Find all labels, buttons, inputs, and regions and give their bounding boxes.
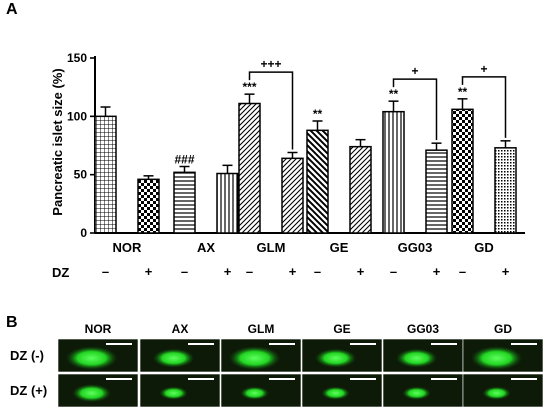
bar-ge-dz-minus	[306, 129, 329, 234]
dz-plus-marker: +	[224, 264, 232, 279]
dz-plus-marker: +	[145, 264, 153, 279]
comparison-bracket	[248, 71, 294, 150]
panel-a-label: A	[6, 1, 18, 18]
bar-nor-dz-plus	[137, 178, 160, 234]
dz-plus-marker: +	[433, 264, 441, 279]
micrograph-column-gg03: GG03	[407, 322, 439, 336]
micrograph-column-gd: GD	[494, 322, 512, 336]
micrograph-row-label: DZ (-)	[10, 348, 44, 363]
micrograph-glm-row-1	[220, 338, 302, 373]
bar-nor-dz-minus	[94, 115, 117, 234]
dz-minus-marker: –	[390, 264, 397, 279]
micrograph-column-glm: GLM	[248, 322, 275, 336]
bar-gd-dz-minus	[451, 108, 474, 234]
micrograph-ax-row-2	[139, 373, 221, 408]
islet-signal	[402, 386, 431, 400]
micrograph-gd-row-2	[462, 373, 544, 408]
category-label-gd: GD	[474, 240, 494, 255]
micrograph-ge-row-1	[301, 338, 383, 373]
micrograph-column-ge: GE	[333, 322, 350, 336]
y-axis-label: Pancreatic islet size (%)	[50, 68, 65, 215]
bar-glm-dz-minus	[238, 102, 261, 234]
islet-signal	[240, 386, 269, 400]
panel-b-label: B	[6, 314, 18, 331]
y-tick-label: 50	[74, 168, 88, 182]
dz-minus-marker: –	[314, 264, 321, 279]
islet-signal	[152, 348, 195, 368]
bar-gg03-dz-plus	[425, 149, 448, 234]
dz-plus-marker: +	[502, 264, 510, 279]
dz-plus-marker: +	[289, 264, 297, 279]
micrograph-gd-row-1	[462, 338, 544, 373]
y-tick-label: 150	[67, 51, 87, 65]
micrograph-nor-row-1	[57, 338, 139, 373]
category-label-ax: AX	[197, 240, 215, 255]
comparison-significance-label: +	[480, 62, 487, 76]
y-tick-label: 0	[80, 226, 87, 240]
comparison-significance-label: +++	[260, 57, 281, 71]
category-labels: – +NOR– +AX– +GLM– +GE– +GG03– +GD	[102, 240, 510, 279]
category-label-glm: GLM	[257, 240, 286, 255]
micrograph-gg03-row-2	[382, 373, 464, 408]
islet-signal	[470, 346, 523, 371]
islet-signal	[228, 346, 281, 371]
micrograph-column-ax: AX	[172, 322, 189, 336]
micrograph-panel: NOR AX GLM GE GG03 GD DZ (-) DZ (+)	[10, 322, 544, 408]
micrograph-glm-row-2	[220, 373, 302, 408]
significance-label: **	[458, 85, 468, 99]
significance-label: ***	[242, 80, 256, 94]
comparison-significance-label: +	[411, 64, 418, 78]
significance-label: **	[313, 107, 323, 121]
micrograph-nor-row-2	[57, 373, 139, 408]
comparison-bracket	[461, 76, 507, 138]
bar-gg03-dz-minus	[382, 110, 405, 234]
significance-label: **	[389, 87, 399, 101]
dz-minus-marker: –	[459, 264, 466, 279]
bar-ge-dz-plus	[349, 145, 372, 234]
comparison-bracket	[392, 78, 438, 141]
islet-signal	[321, 386, 350, 400]
bar-gd-dz-plus	[494, 147, 517, 234]
dz-label: DZ	[52, 265, 69, 280]
islet-signal	[395, 348, 438, 368]
islet-signal	[72, 384, 112, 403]
micrograph-ax-row-1	[139, 338, 221, 373]
micrograph-gg03-row-1	[382, 338, 464, 373]
dz-minus-marker: –	[102, 264, 109, 279]
category-label-ge: GE	[330, 240, 349, 255]
bar-glm-dz-plus	[281, 157, 304, 234]
islet-signal	[65, 346, 118, 371]
category-label-gg03: GG03	[398, 240, 433, 255]
category-label-nor: NOR	[113, 240, 143, 255]
islet-signal	[314, 348, 357, 368]
bar-ax-dz-plus	[216, 172, 239, 234]
islet-signal	[482, 386, 511, 400]
significance-label: ###	[174, 153, 194, 167]
bars: ### *** +++ ** ** + ** +	[94, 57, 517, 234]
bar-ax-dz-minus	[173, 171, 196, 234]
dz-minus-marker: –	[181, 264, 188, 279]
dz-plus-marker: +	[357, 264, 365, 279]
micrograph-column-nor: NOR	[85, 322, 112, 336]
dz-minus-marker: –	[246, 264, 253, 279]
micrograph-row-label: DZ (+)	[10, 383, 47, 398]
islet-signal	[159, 386, 188, 400]
y-tick-label: 100	[67, 109, 87, 123]
micrograph-ge-row-2	[301, 373, 383, 408]
